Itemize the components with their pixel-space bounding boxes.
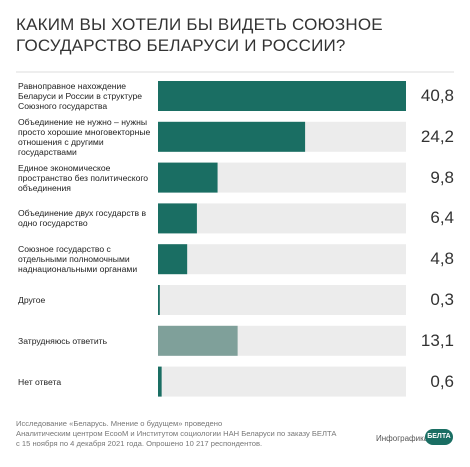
bar (158, 285, 160, 315)
bar-track (158, 244, 406, 275)
bar (158, 244, 188, 275)
bar (158, 162, 218, 193)
source-line: с 15 ноября по 4 декабря 2021 года. Опро… (16, 439, 263, 448)
category-label: Союзное государство с отдельными полномо… (18, 244, 138, 275)
bar-track (158, 203, 406, 234)
logo: БЕЛТА (425, 429, 453, 445)
category-label: Другое (18, 295, 46, 305)
value-label: 6,4 (430, 208, 454, 228)
chart-title: КАКИМ ВЫ ХОТЕЛИ БЫ ВИДЕТЬ СОЮЗНОЕ ГОСУДА… (16, 15, 383, 55)
category-label: Равноправное нахождение Беларуси и Росси… (18, 81, 143, 111)
credit: Инфографика (376, 434, 429, 443)
bar (158, 121, 306, 152)
bar (158, 81, 406, 111)
category-label: Объединение двух государств в одно госуд… (18, 208, 147, 229)
value-label: 9,8 (430, 167, 454, 187)
value-label: 13,1 (420, 330, 454, 350)
bar-track (158, 285, 406, 315)
value-label: 24,2 (420, 126, 454, 146)
value-label: 0,3 (430, 290, 454, 309)
value-label: 40,8 (420, 86, 454, 105)
value-label: 0,6 (430, 371, 454, 391)
category-label: Затрудняюсь ответить (18, 335, 108, 346)
bar (158, 366, 162, 397)
category-label: Нет ответа (18, 376, 62, 387)
category-label: Единое экономическое пространство без по… (18, 162, 149, 193)
source-note: Исследование «Беларусь. Мнение о будущем… (16, 419, 346, 449)
bar (158, 325, 238, 356)
category-label: Объединение не нужно – нужны просто хоро… (18, 116, 151, 157)
value-label: 4,8 (430, 249, 454, 269)
bar-track (158, 366, 406, 397)
source-line: Аналитическим центром EcooM и Институтом… (16, 429, 337, 438)
bar (158, 203, 197, 234)
source-line: Исследование «Беларусь. Мнение о будущем… (16, 419, 223, 428)
